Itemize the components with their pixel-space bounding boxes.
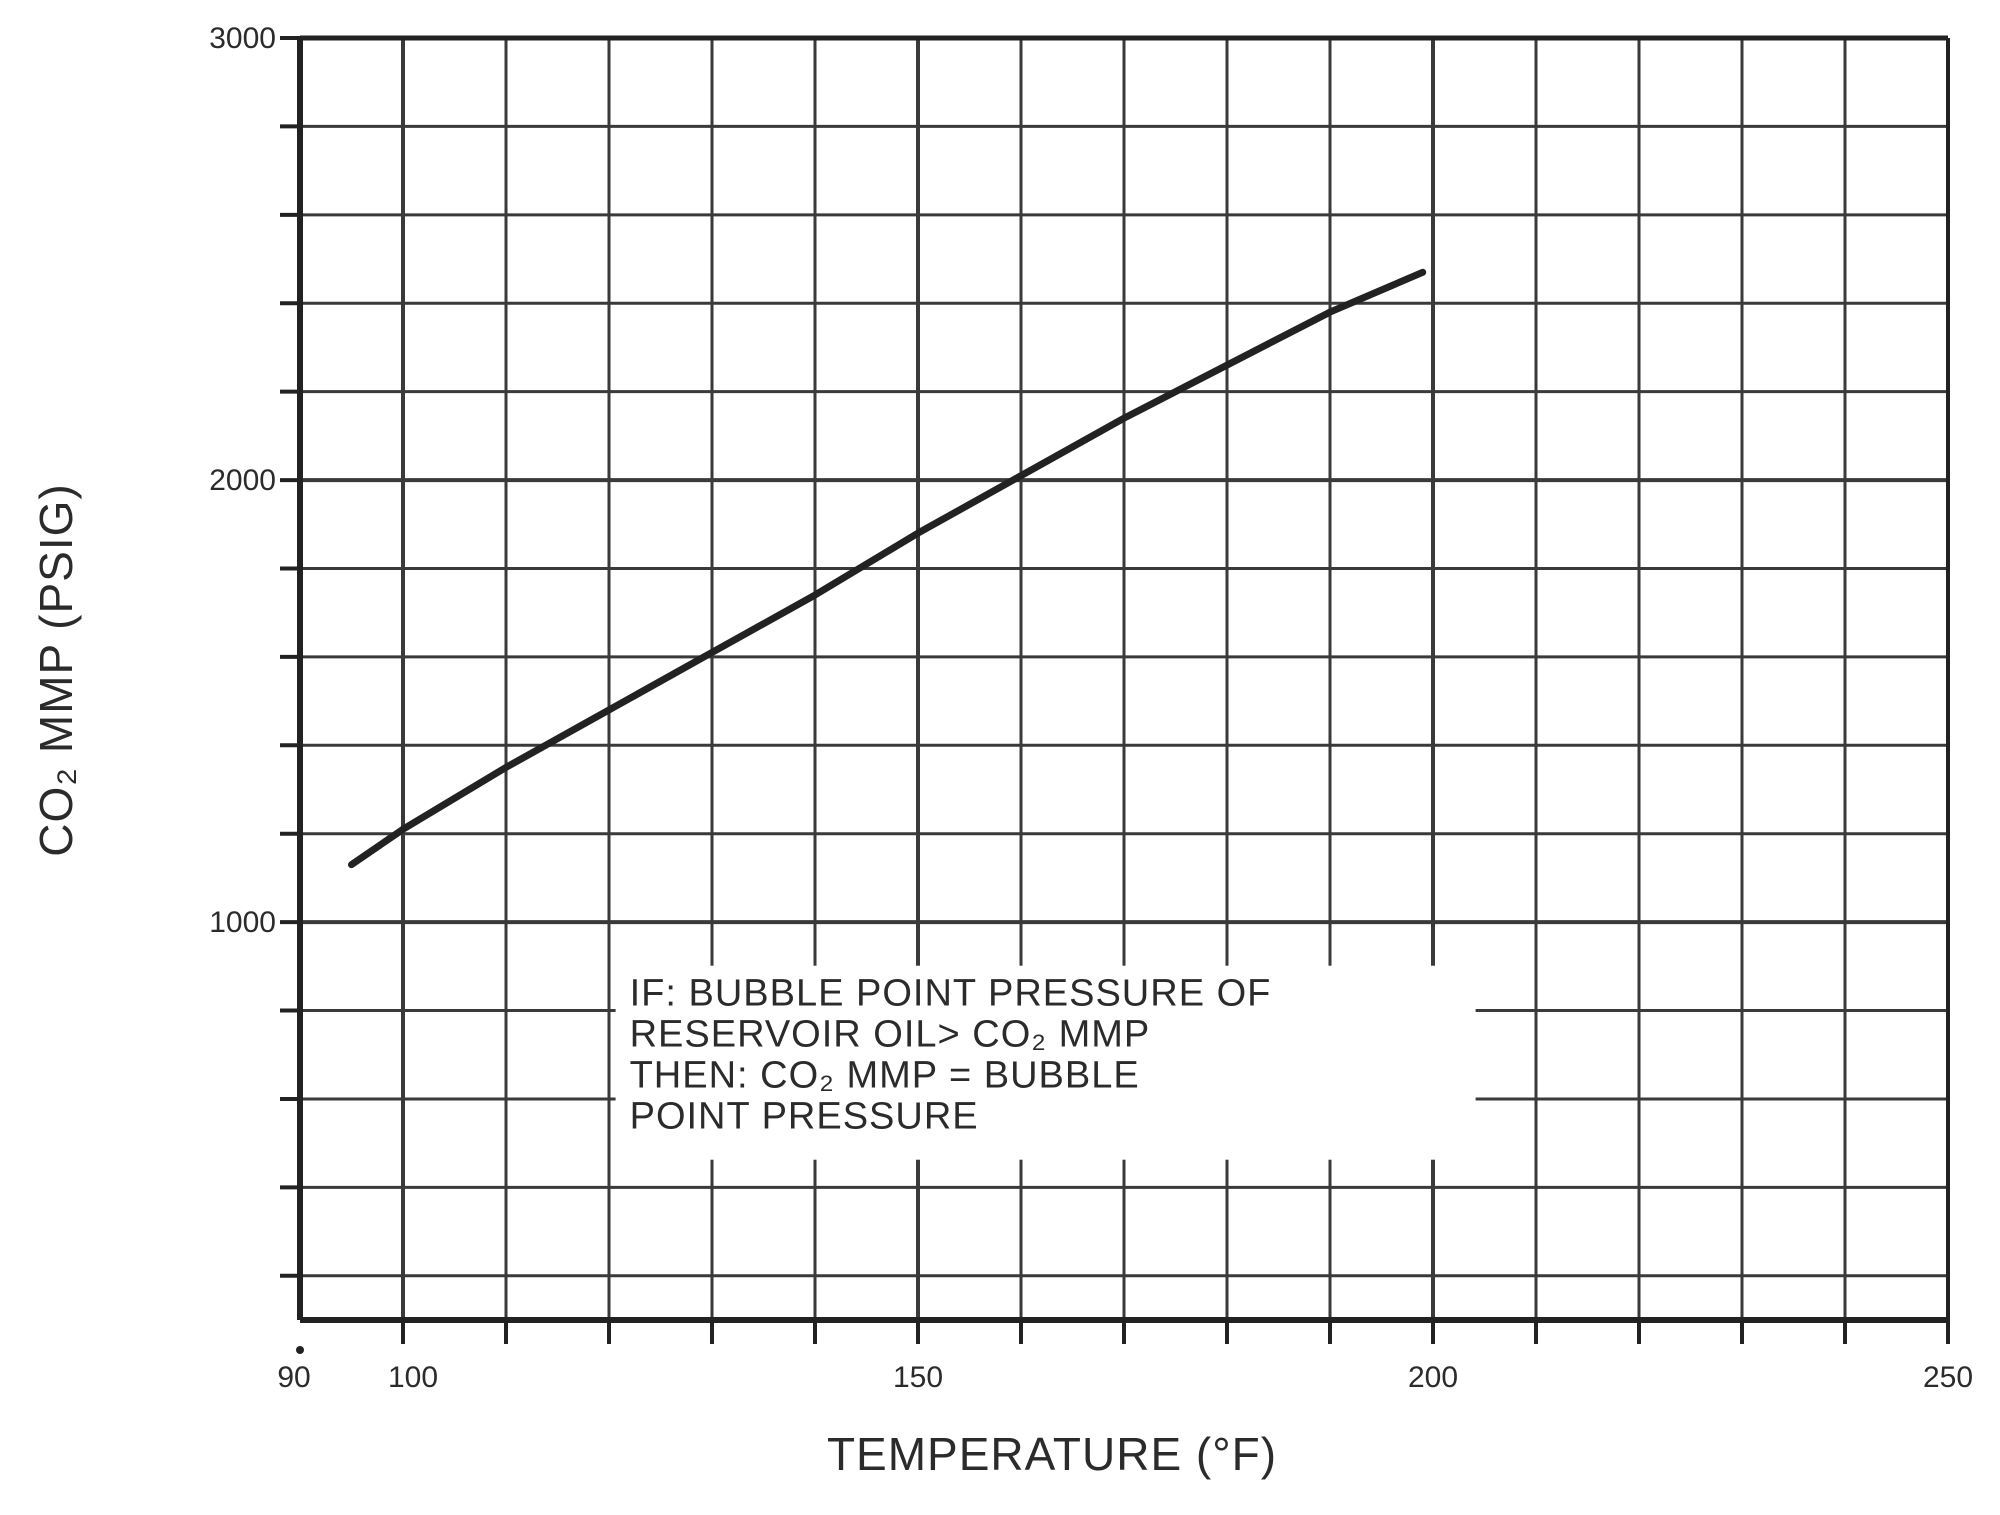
tick-labels: 90 100 150 200 250 1000 2000 3000 <box>209 22 1973 1394</box>
x-tick-label: 100 <box>388 1361 438 1394</box>
tick-marks <box>280 36 1950 1354</box>
annotation-line: THEN: CO₂ MMP = BUBBLE <box>630 1055 1140 1097</box>
x-tick-label: 250 <box>1923 1361 1973 1394</box>
annotation-line: RESERVOIR OIL> CO₂ MMP <box>630 1014 1151 1056</box>
x-origin-dot <box>296 1346 304 1354</box>
y-tick-label: 3000 <box>209 22 276 55</box>
annotation-background <box>615 965 1476 1160</box>
annotation-line: IF: BUBBLE POINT PRESSURE OF <box>630 973 1272 1015</box>
series-line <box>348 268 1427 869</box>
series-layer <box>348 268 1427 869</box>
x-axis-title: TEMPERATURE (°F) <box>827 1428 1277 1480</box>
y-tick-label: 1000 <box>209 906 276 939</box>
x-tick-label: 150 <box>893 1361 943 1394</box>
x-tick-label: 200 <box>1408 1361 1458 1394</box>
x-tick-label: 90 <box>277 1361 310 1394</box>
y-tick-label: 2000 <box>209 464 276 497</box>
annotation-line: POINT PRESSURE <box>630 1096 979 1138</box>
y-axis-title: CO₂ MMP (PSIG) <box>30 483 82 856</box>
